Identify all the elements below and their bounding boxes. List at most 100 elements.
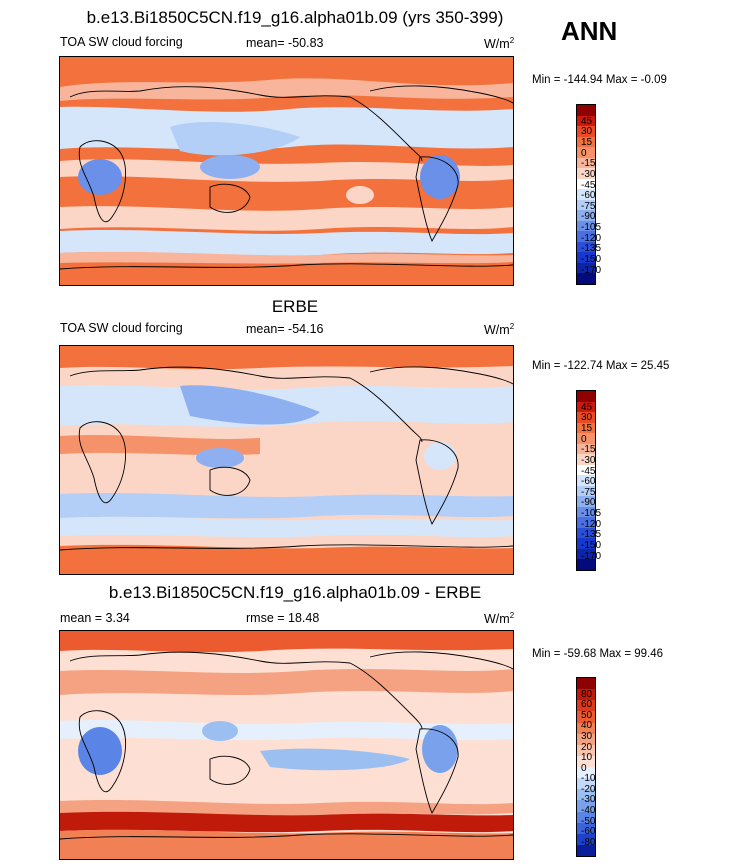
coastline [69,85,513,104]
contour-band [60,346,513,370]
colorbar-tick-label: 30 [581,412,593,424]
colorbar-tick-label: -170 [581,264,602,276]
contour-band [60,230,513,256]
colorbar-swatch [577,538,595,549]
colorbar-swatch [577,506,595,518]
colorbar-swatch [577,105,595,116]
contour-blob [78,159,122,195]
panel-2-units-text: W/m [484,323,510,338]
colorbar-swatch [577,401,595,413]
colorbar-swatch [577,744,595,756]
panel-1-map [59,56,514,286]
contour-blob [78,727,122,775]
colorbar-tick-label: -120 [581,232,602,244]
coastline-africa [78,140,126,223]
panel-3-mean: mean = 3.34 [60,611,130,625]
coastline-africa [78,421,126,504]
contour-band [60,720,513,741]
panel-2-mean: mean= -54.16 [246,322,324,336]
colorbar-swatch [577,485,595,497]
colorbar-swatch [577,722,595,734]
season-label: ANN [561,16,618,46]
coastline-antarctica [60,544,513,551]
colorbar-tick-label: -90 [581,497,596,509]
coastline-australia [209,755,251,785]
colorbar-swatch [577,711,595,723]
colorbar-swatch [577,115,595,127]
colorbar-swatch [577,559,595,570]
coastline-antarctica [60,263,513,270]
contour-band [60,631,513,653]
colorbar-swatch [577,273,595,284]
panel-3-units-sup: 2 [509,611,515,620]
panel-3-map [59,630,514,860]
colorbar-swatch [577,527,595,539]
panel-2-map [59,345,514,575]
colorbar-tick-label: -40 [581,805,596,817]
panel-1-variable: TOA SW cloud forcing [60,35,183,49]
colorbar-swatch [577,778,595,790]
panel-2-units-sup: 2 [509,322,515,331]
colorbar-swatch [577,157,595,169]
panel-1-range: Min = -144.94 Max = -0.09 [532,74,667,86]
colorbar-swatch [577,178,595,190]
colorbar-tick-label: -80 [581,836,596,848]
contour-band [60,800,513,817]
panel-1-map-svg [60,57,513,285]
coastline-south-america [415,439,459,526]
colorbar-tick-label: -105 [581,508,602,520]
colorbar-swatch [577,422,595,434]
colorbar-swatch [577,136,595,148]
colorbar-tick-label: -15 [581,158,596,170]
colorbar-swatch [577,833,595,845]
colorbar-tick-label: 15 [581,136,593,148]
panel-2-map-svg [60,346,513,574]
colorbar-swatch [577,210,595,221]
colorbar-tick-label: 15 [581,422,593,434]
colorbar-swatch [577,767,595,779]
colorbar-tick-label: -30 [581,168,596,180]
colorbar-swatch [577,199,595,211]
colorbar-swatch [577,391,595,402]
colorbar-swatch [577,811,595,823]
colorbar-swatch [577,412,595,423]
colorbar-tick-label: -150 [581,254,602,266]
colorbar-swatch [577,443,595,455]
colorbar-swatch [577,126,595,137]
contour-band [170,122,300,156]
panel-3-colorbar [576,677,596,857]
colorbar-tick-label: -15 [581,444,596,456]
contour-band [60,78,513,101]
panel-3-range: Min = -59.68 Max = 99.46 [532,648,664,660]
contour-band [60,493,513,519]
colorbar-tick-label: 50 [581,709,593,721]
panel-3-units-text: W/m [484,612,510,627]
colorbar-swatch [577,789,595,801]
colorbar-tick-label: -75 [581,486,596,498]
colorbar-tick-label: 45 [581,401,593,413]
coastline-north-america [349,96,423,162]
contour-band [60,544,513,574]
colorbar-tick-label: 45 [581,115,593,127]
colorbar-tick-label: -45 [581,465,596,477]
colorbar-swatch [577,464,595,476]
coastline [69,651,513,670]
colorbar-tick-label: 40 [581,720,593,732]
contour-band [60,206,513,231]
coastline-australia [209,466,251,496]
contour-blob [422,725,458,773]
panel-2-colorbar [576,390,596,571]
panel-3-units: W/m2 [484,611,514,626]
colorbar-tick-label: -10 [581,773,596,785]
colorbar-tick-label: 0 [581,147,587,159]
contour-band [60,829,513,859]
contour-band [60,516,513,538]
coastline-north-america [349,377,423,443]
colorbar-swatch [577,241,595,253]
colorbar-tick-label: 10 [581,752,593,764]
colorbar-tick-label: -135 [581,243,602,255]
colorbar-tick-label: 0 [581,433,587,445]
contour-blob [420,155,460,199]
contour-blob [202,721,238,741]
colorbar-tick-label: -30 [581,454,596,466]
